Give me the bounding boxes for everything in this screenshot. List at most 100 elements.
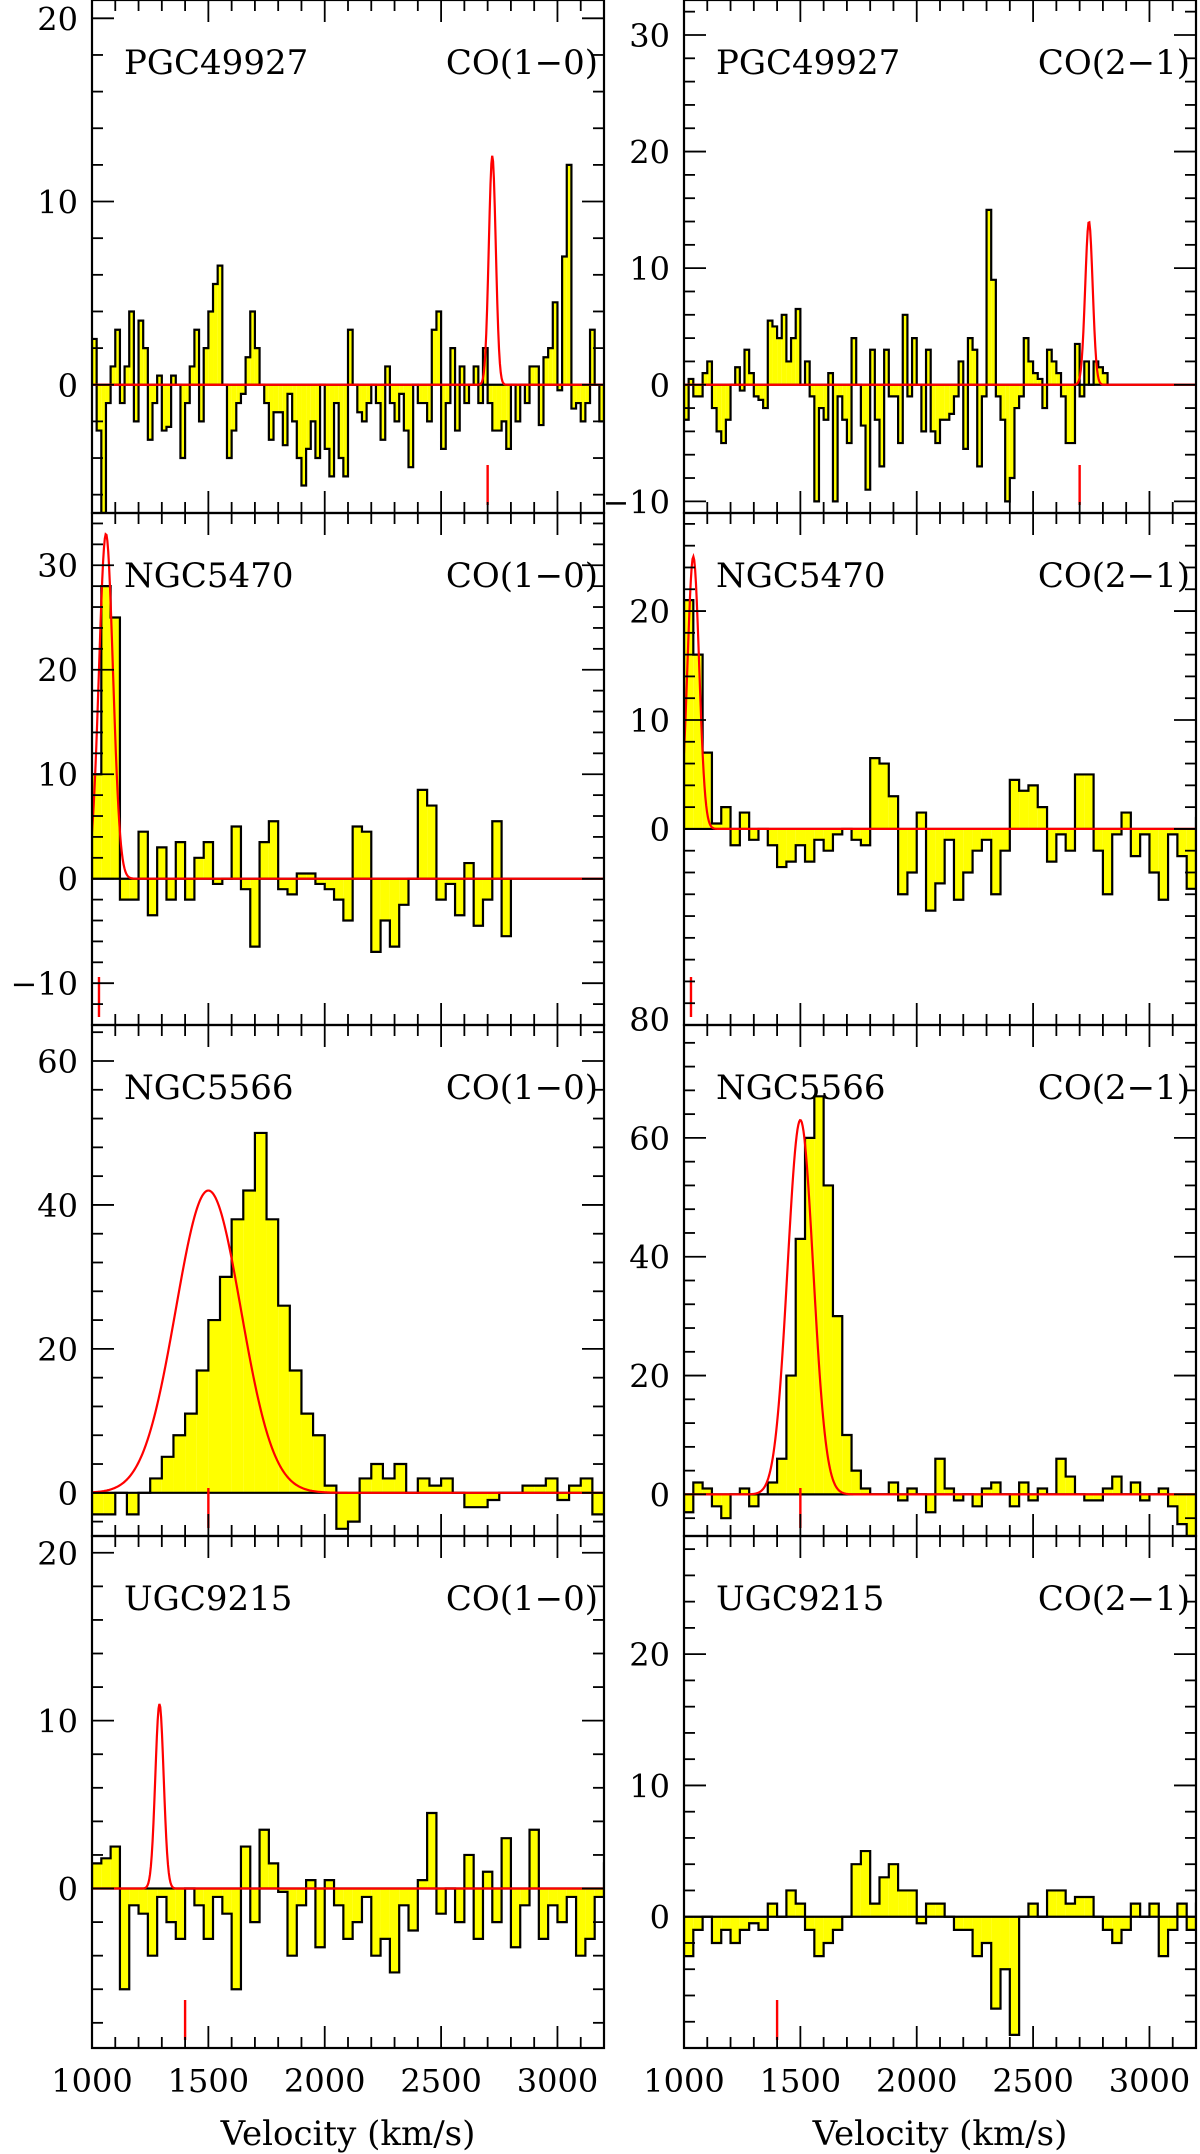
y-tick-label: 0	[650, 811, 670, 849]
spectrum-outline	[684, 1095, 1196, 1536]
spectrum-bar	[795, 1238, 806, 1495]
spectrum-bar	[240, 1846, 251, 1889]
spectrum-bar	[394, 1464, 407, 1493]
x-tick-label: 2500	[400, 2062, 481, 2100]
spectrum-bar	[240, 384, 246, 394]
spectrum-bar	[1158, 1916, 1169, 1957]
gaussian-fit-curve	[92, 155, 604, 386]
spectrum-bar	[721, 1494, 731, 1519]
spectrum-bar	[749, 1494, 759, 1507]
y-tick-label: 30	[37, 547, 78, 585]
spectrum-bar	[296, 384, 302, 459]
spectrum-bar	[823, 1185, 833, 1495]
spectrum-bar	[92, 774, 102, 879]
spectrum-bar	[385, 366, 390, 385]
spectrum-bar	[632, 385, 637, 436]
spectrum-bar	[981, 1488, 992, 1495]
spectrum-bar	[1186, 1494, 1196, 1536]
spectrum-bar	[1000, 384, 1006, 420]
spectrum-bar	[175, 1888, 186, 1939]
spectrum-bar	[408, 384, 414, 468]
spectrum-bar	[786, 828, 796, 862]
spectrum-bar	[1177, 1903, 1187, 1917]
spectrum-bar	[455, 878, 465, 916]
panel-plot-area	[92, 1703, 604, 2040]
spectrum-bar	[1186, 1916, 1196, 1930]
panel-plot-area	[92, 1131, 604, 1530]
spectrum-bar	[115, 329, 120, 385]
spectrum-bar	[129, 878, 139, 900]
spectrum-bar	[1042, 384, 1048, 409]
spectrum-bar	[749, 828, 759, 840]
spectrum-bar	[814, 1916, 824, 1957]
x-axis-label-right: Velocity (km/s)	[812, 2114, 1068, 2154]
spectrum-bar	[213, 1888, 223, 1897]
spectrum-bar	[268, 384, 274, 440]
spectrum-outline	[684, 208, 1109, 503]
spectrum-bar	[991, 279, 996, 385]
spectrum-bar	[243, 1190, 255, 1493]
spectrum-bar	[245, 357, 251, 385]
spectrum-bar	[389, 1888, 400, 1973]
spectrum-bar	[264, 384, 269, 404]
spectrum-bar	[352, 826, 362, 879]
panel-ugc9215-co10: 0 10 20 UGC9215 CO(1−0) 1000 1500 2000 2500 3000	[37, 1535, 606, 2100]
spectrum-bar	[641, 366, 646, 384]
spectrum-bar	[972, 1494, 982, 1507]
spectrum-bar	[711, 384, 717, 409]
spectrum-bar	[832, 384, 838, 502]
spectrum-bar	[240, 878, 251, 890]
spectrum-bar	[161, 1456, 174, 1493]
spectrum-bar	[860, 1488, 871, 1495]
spectrum-bar	[203, 1888, 214, 1939]
spectrum-bar	[935, 1903, 945, 1917]
spectrum-bar	[147, 1888, 158, 1956]
spectrum-bar	[888, 796, 899, 829]
spectrum-bar	[110, 1846, 120, 1889]
spectrum-bar	[860, 828, 871, 846]
y-tick-label: 10	[629, 250, 670, 288]
spectrum-bar	[576, 1888, 586, 1956]
galaxy-label: NGC5470	[124, 556, 293, 596]
spectrum-bar	[203, 348, 209, 385]
gaussian-fit-curve	[92, 532, 604, 880]
spectrum-bar	[194, 1888, 204, 1906]
y-tick-label: 60	[629, 1120, 670, 1158]
spectrum-bar	[721, 1916, 731, 1930]
spectrum-bar	[399, 1888, 409, 1906]
spectrum-bar	[417, 1880, 428, 1889]
spectrum-bar	[529, 1829, 539, 1889]
spectrum-bar	[888, 384, 894, 397]
galaxy-label: UGC9215	[716, 1579, 884, 1619]
spectrum-bar	[150, 1478, 162, 1493]
spectrum-bar	[935, 1458, 945, 1495]
spectrum-bar	[963, 828, 973, 873]
spectrum-bar	[805, 1916, 815, 1930]
spectrum-bar	[697, 311, 702, 384]
panel-plot-area	[684, 552, 1196, 1017]
spectrum-bar	[194, 329, 200, 385]
spectrum-bar	[879, 763, 889, 829]
spectrum-bar	[693, 654, 703, 829]
spectrum-bar	[492, 1888, 502, 1923]
spectrum-bar	[721, 384, 726, 444]
spectrum-bar	[306, 873, 316, 879]
spectrum-bar	[879, 384, 885, 467]
spectrum-bar	[851, 1864, 861, 1917]
spectrum-bar	[171, 375, 176, 385]
spectrum-bar	[926, 349, 931, 385]
spectrum-bar	[366, 384, 372, 404]
spectrum-bar	[92, 338, 97, 385]
spectrum-bar	[781, 314, 787, 385]
spectrum-bar	[851, 828, 861, 840]
gaussian-fit-curve	[684, 220, 1196, 386]
spectrum-bar	[287, 384, 293, 394]
spectrum-bar	[357, 384, 362, 413]
gaussian-fit-curve	[92, 1703, 604, 1890]
spectrum-bar	[981, 1916, 992, 1943]
y-tick-label: 10	[37, 184, 78, 222]
spectrum-bar	[1186, 828, 1196, 889]
spectrum-bar	[110, 366, 116, 385]
spectrum-outline	[92, 1811, 604, 1991]
galaxy-label: PGC49927	[124, 43, 308, 83]
